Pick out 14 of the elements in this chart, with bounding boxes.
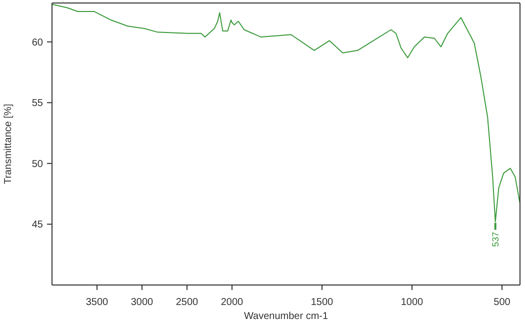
x-tick-label: 3500 — [86, 297, 109, 308]
x-tick-label: 2500 — [176, 297, 199, 308]
annotation: 537 — [490, 232, 500, 247]
y-tick-label: 55 — [32, 98, 44, 110]
x-axis-title: Wavenumber cm-1 — [244, 311, 328, 322]
y-tick-label: 45 — [32, 220, 44, 231]
x-tick-label: 1000 — [400, 297, 424, 308]
x-tick-label: 500 — [494, 297, 511, 308]
x-tick-label: 1500 — [310, 297, 334, 308]
y-tick-label: 60 — [32, 37, 44, 48]
x-tick-label: 3000 — [130, 297, 154, 308]
y-tick-label: 50 — [32, 158, 44, 170]
x-tick-label: 2000 — [220, 297, 244, 308]
y-axis-title: Transmittance [%] — [3, 104, 14, 184]
